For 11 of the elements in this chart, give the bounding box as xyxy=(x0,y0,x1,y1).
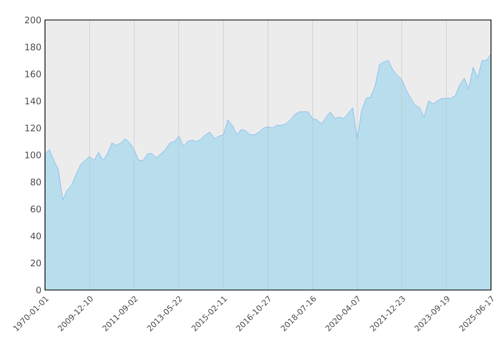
y-tick-label: 160 xyxy=(25,70,41,78)
y-tick-label: 200 xyxy=(25,16,41,24)
y-tick-label: 80 xyxy=(30,178,41,186)
y-tick-label: 120 xyxy=(25,124,41,132)
y-tick-label: 0 xyxy=(36,286,41,294)
y-tick-label: 60 xyxy=(30,206,41,212)
y-tick-label: 100 xyxy=(25,152,41,158)
y-tick-label: 20 xyxy=(30,260,41,266)
y-tick-label: 140 xyxy=(25,98,41,104)
y-tick-label: 180 xyxy=(25,44,41,50)
y-tick-label: 40 xyxy=(30,232,41,240)
